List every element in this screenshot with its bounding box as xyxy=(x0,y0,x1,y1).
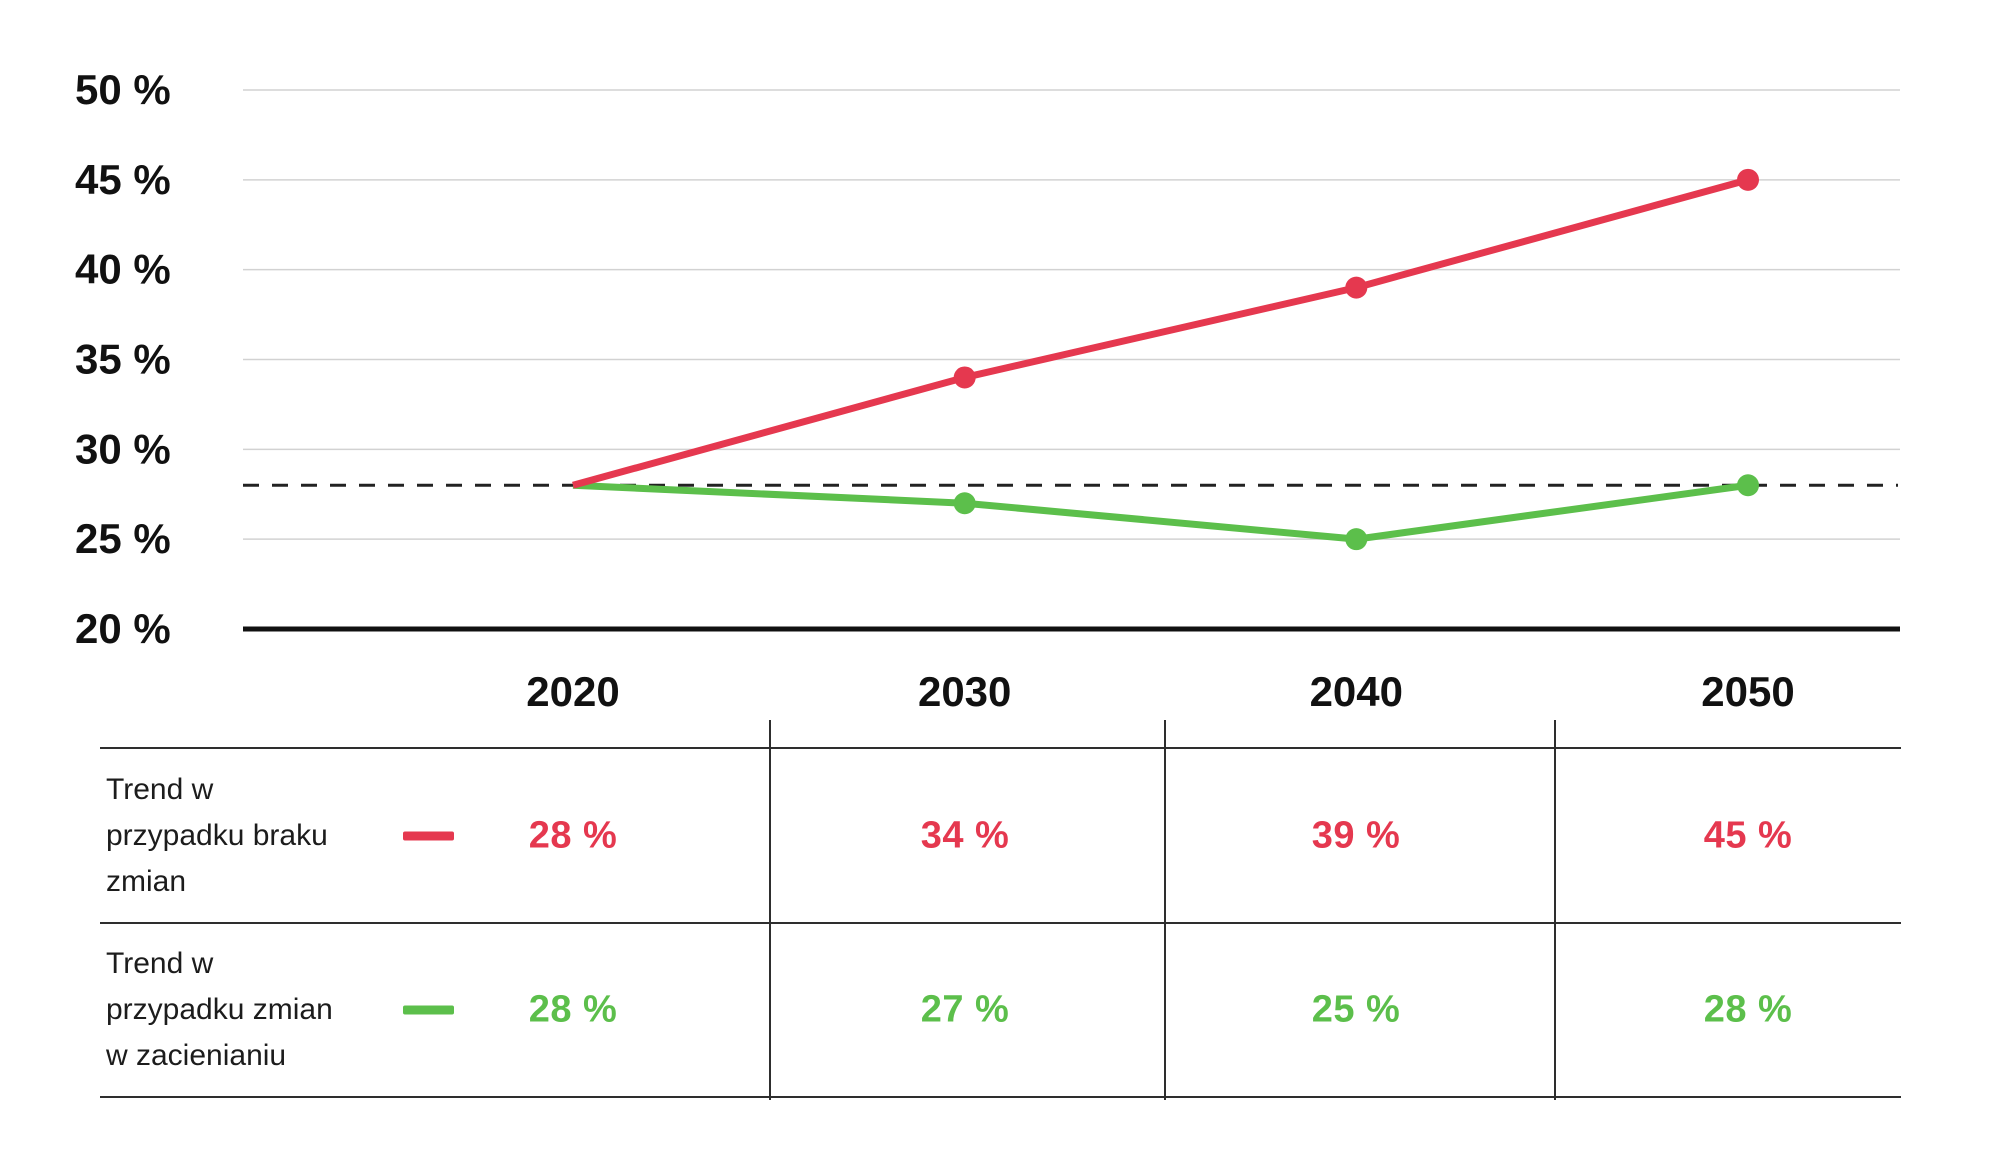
table-value: 39 % xyxy=(1311,814,1401,856)
table-row-shading-change: Trend w przypadku zmian w zacienianiu 28… xyxy=(100,924,1901,1096)
table-value: 25 % xyxy=(1311,988,1401,1031)
table-value: 28 % xyxy=(1703,988,1793,1031)
table-value: 28 % xyxy=(528,814,618,856)
y-axis-tick-label: 40 % xyxy=(75,246,171,293)
table-column-divider xyxy=(1554,720,1556,1100)
green-line-swatch xyxy=(403,1005,454,1015)
table-value: 45 % xyxy=(1703,814,1793,856)
y-axis-tick-label: 30 % xyxy=(75,425,171,472)
x-axis-tick-label: 2030 xyxy=(918,668,1011,715)
trend-line-chart: 50 % 45 % 40 % 35 % 30 % 25 % 20 % 2020 2030 2040… xyxy=(75,66,1900,715)
table-column-divider xyxy=(1164,720,1166,1100)
x-axis-tick-label: 2040 xyxy=(1310,668,1403,715)
table-value: 27 % xyxy=(920,988,1010,1031)
y-axis-tick-label: 50 % xyxy=(75,66,171,113)
y-axis-tick-label: 20 % xyxy=(75,605,171,652)
y-axis-tick-label: 25 % xyxy=(75,515,171,562)
table-column-divider xyxy=(769,720,771,1100)
series-label-no-change: Trend w przypadku braku zmian xyxy=(106,772,328,898)
values-table: Trend w przypadku braku zmian 28 % 34 % … xyxy=(100,720,1901,1100)
table-value: 28 % xyxy=(528,988,618,1031)
series-label-shading-change: Trend w przypadku zmian w zacienianiu xyxy=(106,947,333,1072)
x-axis-tick-label: 2020 xyxy=(526,668,619,715)
red-line-swatch xyxy=(403,831,454,840)
table-value: 34 % xyxy=(920,814,1010,856)
y-axis-tick-label: 35 % xyxy=(75,336,171,383)
table-row-no-change: Trend w przypadku braku zmian 28 % 34 % … xyxy=(100,749,1901,924)
y-axis-tick-label: 45 % xyxy=(75,156,171,203)
x-axis-tick-label: 2050 xyxy=(1701,668,1794,715)
